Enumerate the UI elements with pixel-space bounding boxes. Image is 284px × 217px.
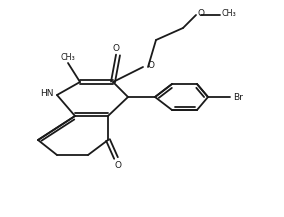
Text: O: O <box>198 8 205 18</box>
Text: O: O <box>114 161 122 170</box>
Text: HN: HN <box>41 89 54 99</box>
Text: O: O <box>112 44 120 53</box>
Text: CH₃: CH₃ <box>60 53 75 62</box>
Text: O: O <box>148 61 155 71</box>
Text: CH₃: CH₃ <box>222 10 237 18</box>
Text: Br: Br <box>233 92 243 102</box>
